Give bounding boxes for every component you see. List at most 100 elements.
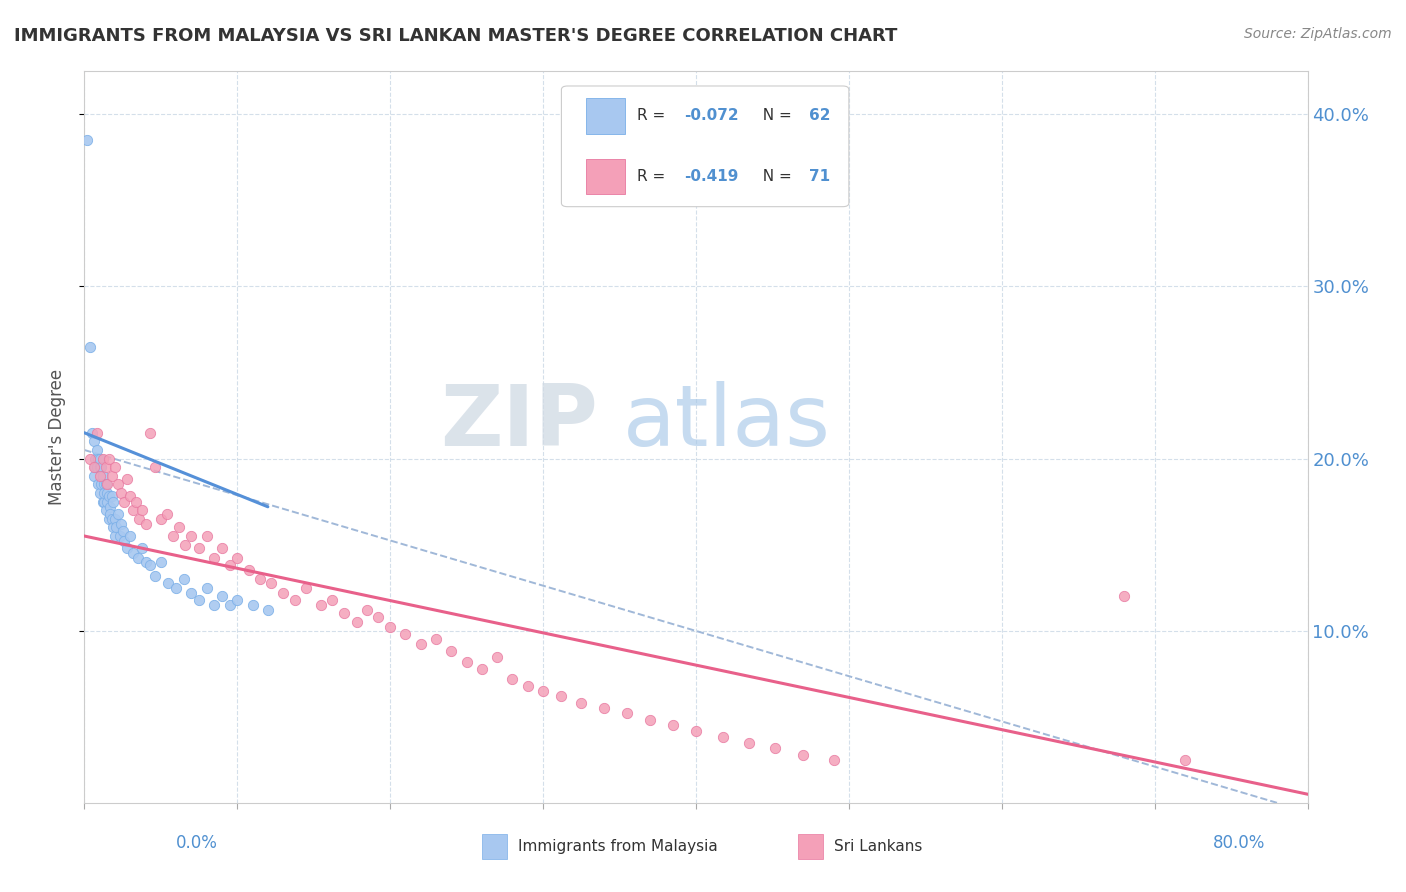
Text: 71: 71 — [808, 169, 830, 184]
Point — [162, 529, 184, 543]
Point — [98, 500, 121, 514]
Point — [83, 460, 105, 475]
Point — [90, 477, 112, 491]
Point — [94, 503, 117, 517]
Point — [321, 592, 343, 607]
Point — [122, 503, 145, 517]
Point — [135, 516, 157, 531]
Point — [104, 460, 127, 475]
Point — [188, 541, 211, 555]
Point — [180, 529, 202, 543]
Point — [380, 620, 402, 634]
Point — [356, 603, 378, 617]
Point — [195, 529, 218, 543]
Point — [516, 679, 538, 693]
Point — [367, 610, 389, 624]
Point — [90, 460, 112, 475]
Point — [638, 713, 661, 727]
Point — [550, 689, 572, 703]
Point — [226, 551, 249, 566]
Text: 62: 62 — [808, 109, 830, 123]
Point — [211, 589, 233, 603]
Point — [409, 637, 432, 651]
Point — [149, 555, 172, 569]
Point — [188, 592, 211, 607]
Point — [89, 460, 111, 475]
Point — [94, 477, 117, 491]
Point — [91, 451, 114, 466]
Point — [226, 592, 249, 607]
Point — [97, 490, 120, 504]
Point — [101, 512, 124, 526]
Point — [86, 460, 108, 475]
Point — [96, 477, 118, 491]
Point — [79, 340, 101, 354]
Point — [713, 731, 735, 745]
Point — [115, 541, 138, 555]
Point — [86, 425, 108, 440]
Point — [101, 490, 124, 504]
Point — [260, 575, 283, 590]
Y-axis label: Master's Degree: Master's Degree — [48, 369, 66, 505]
Point — [115, 472, 138, 486]
Text: -0.072: -0.072 — [683, 109, 738, 123]
Point — [84, 451, 107, 466]
Point — [174, 538, 197, 552]
Point — [211, 541, 233, 555]
Point — [131, 541, 153, 555]
Point — [311, 598, 333, 612]
Point — [662, 718, 685, 732]
Point — [112, 534, 135, 549]
Point — [271, 586, 294, 600]
Text: Sri Lankans: Sri Lankans — [835, 839, 922, 854]
Point — [101, 468, 124, 483]
Point — [135, 555, 157, 569]
Point — [502, 672, 524, 686]
Point — [110, 516, 132, 531]
Point — [83, 434, 105, 449]
Point — [89, 451, 111, 466]
Point — [105, 520, 128, 534]
Point — [195, 581, 218, 595]
Text: R =: R = — [637, 109, 671, 123]
Point — [110, 486, 132, 500]
Point — [471, 662, 494, 676]
Point — [167, 520, 190, 534]
Point — [127, 551, 149, 566]
Point — [125, 494, 148, 508]
Point — [238, 564, 260, 578]
Point — [97, 512, 120, 526]
Point — [76, 133, 98, 147]
Point — [128, 512, 150, 526]
Point — [108, 529, 131, 543]
Point — [1174, 753, 1197, 767]
Point — [156, 507, 179, 521]
Text: N =: N = — [754, 169, 797, 184]
Point — [165, 581, 187, 595]
Point — [143, 460, 166, 475]
Point — [425, 632, 447, 647]
Point — [104, 512, 127, 526]
Point — [149, 512, 172, 526]
Point — [202, 551, 225, 566]
Point — [486, 649, 509, 664]
Point — [103, 520, 125, 534]
Point — [131, 503, 153, 517]
FancyBboxPatch shape — [586, 159, 626, 194]
Text: 0.0%: 0.0% — [176, 834, 218, 852]
Text: ZIP: ZIP — [440, 381, 598, 464]
Point — [333, 607, 356, 621]
Point — [616, 706, 638, 721]
Point — [97, 451, 120, 466]
Point — [96, 486, 118, 500]
Point — [180, 586, 202, 600]
Point — [792, 747, 814, 762]
Point — [91, 494, 114, 508]
Text: Immigrants from Malaysia: Immigrants from Malaysia — [517, 839, 718, 854]
FancyBboxPatch shape — [561, 86, 849, 207]
Point — [103, 494, 125, 508]
Point — [98, 507, 121, 521]
Point — [107, 477, 129, 491]
Point — [685, 723, 707, 738]
Point — [284, 592, 307, 607]
